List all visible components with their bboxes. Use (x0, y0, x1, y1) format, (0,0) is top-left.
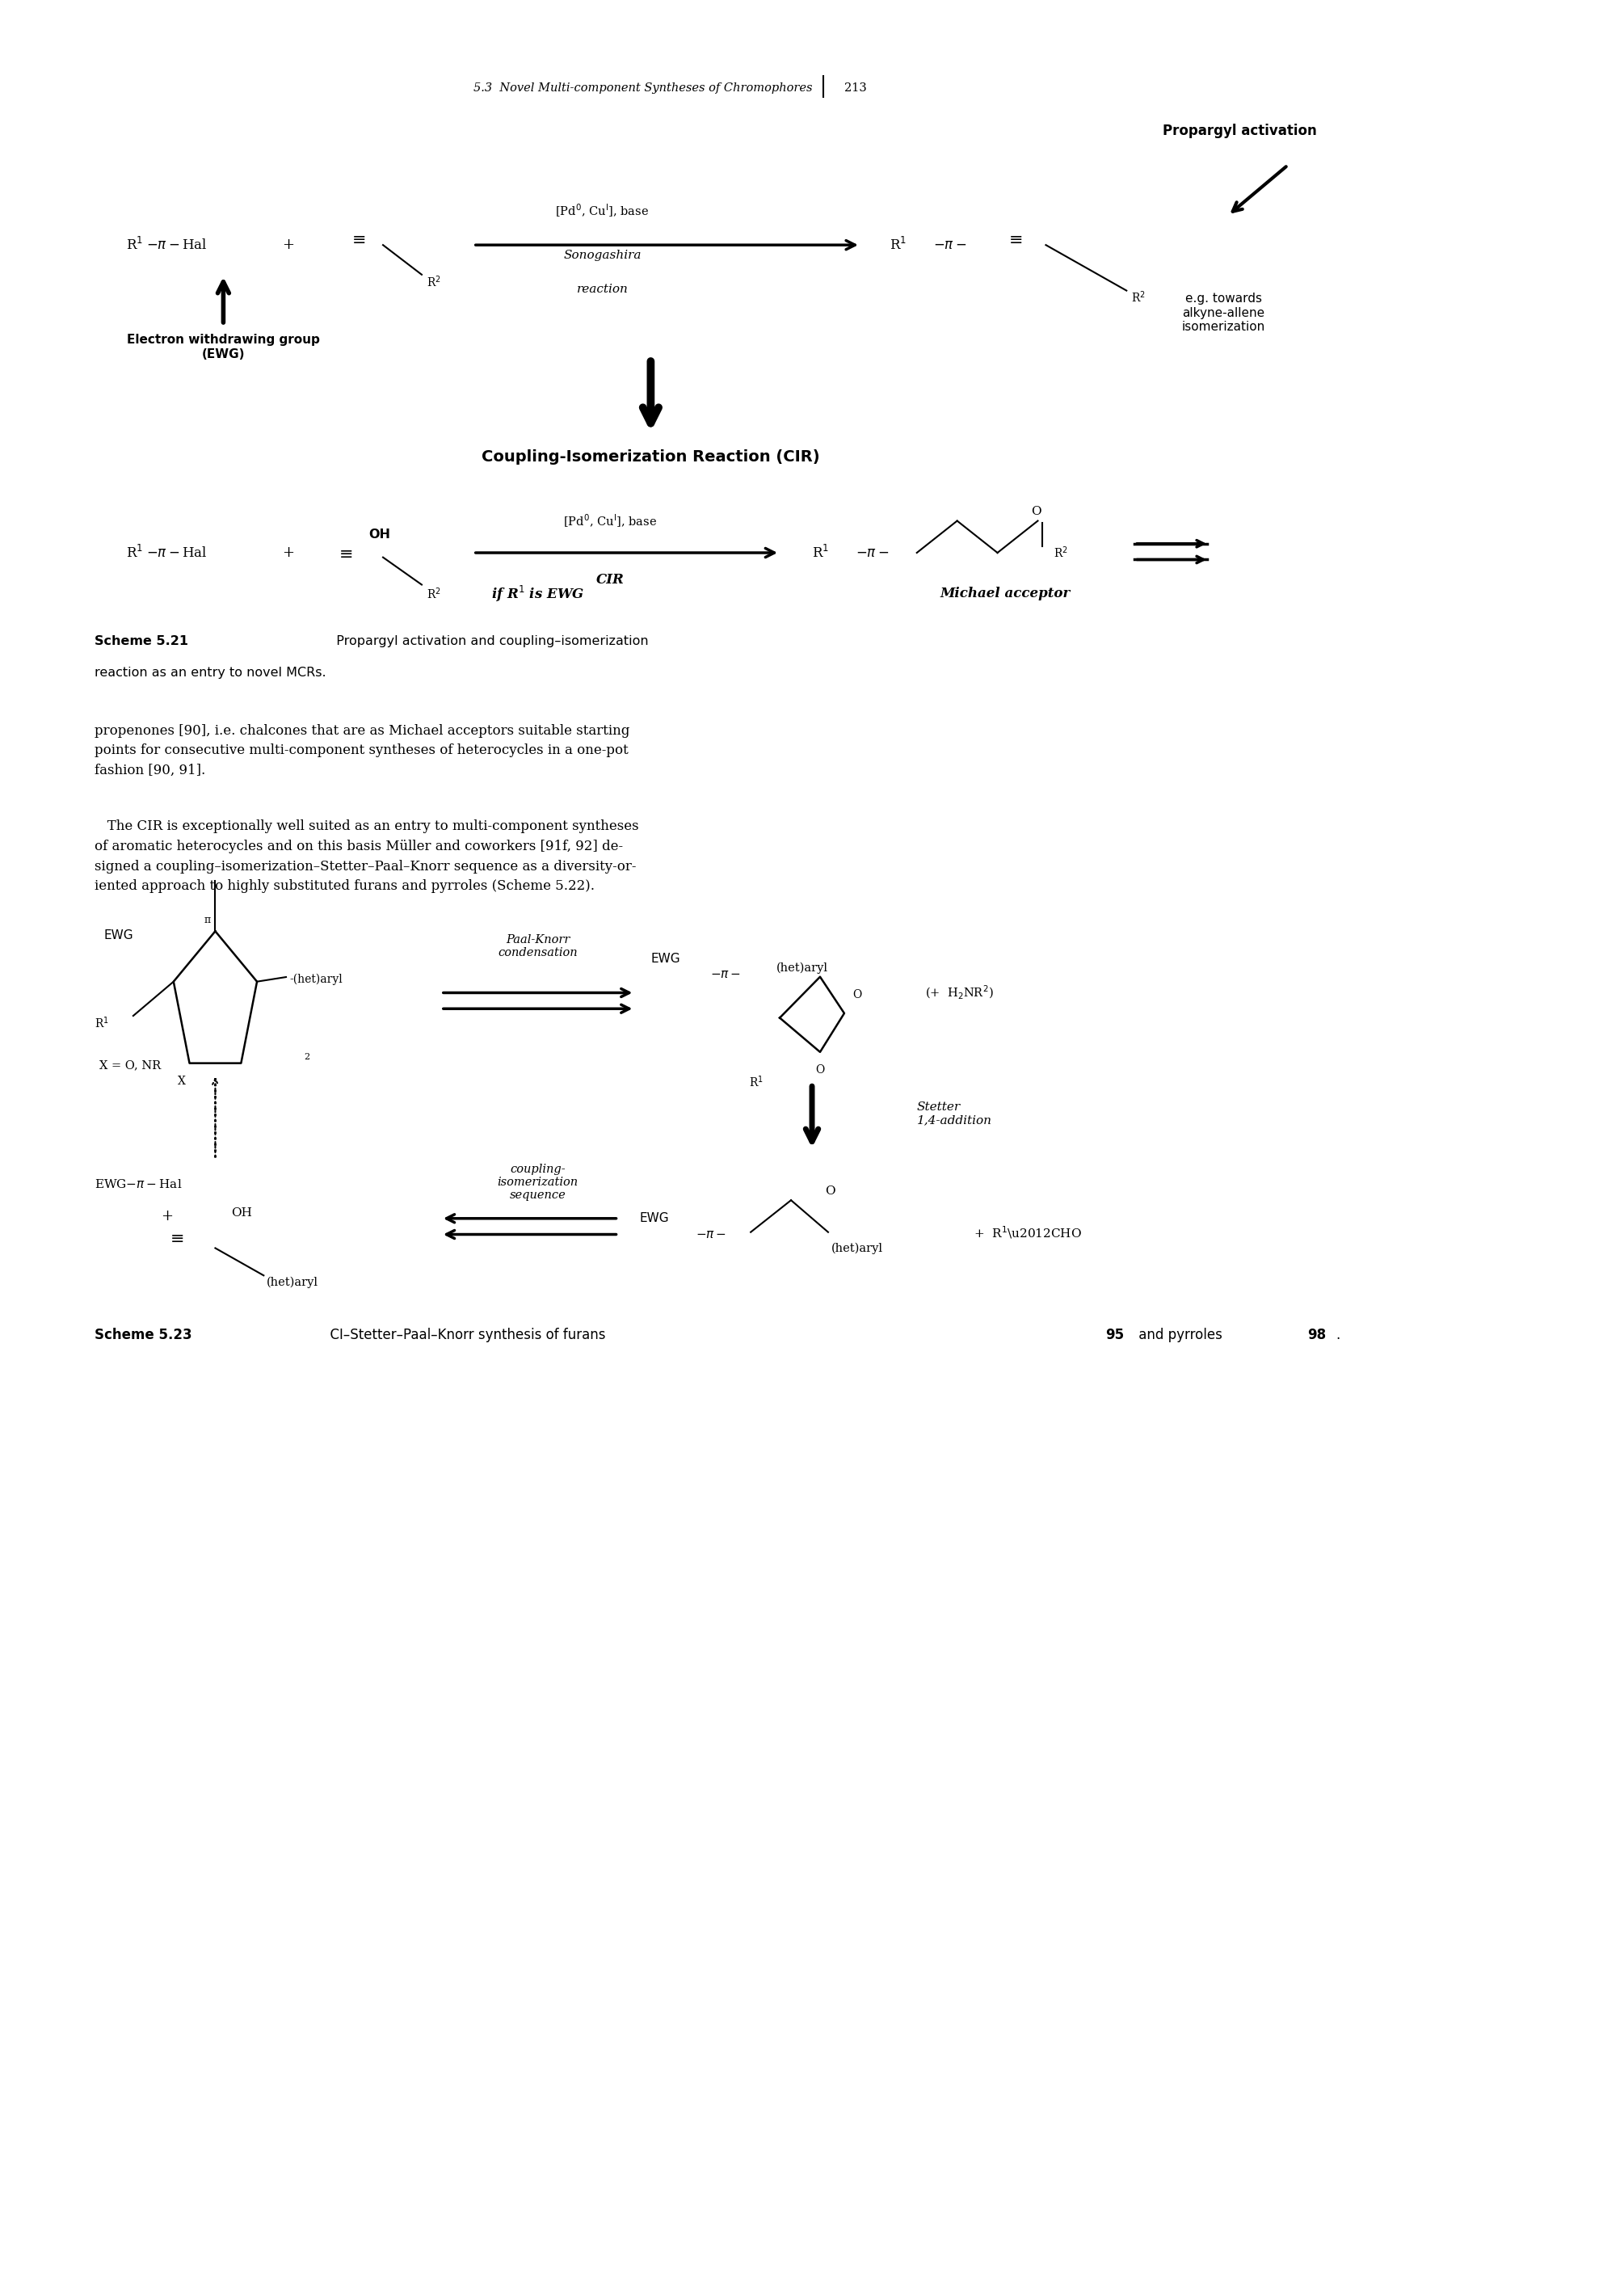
Text: Michael acceptor: Michael acceptor (940, 586, 1070, 600)
Text: CI–Stetter–Paal–Knorr synthesis of furans: CI–Stetter–Paal–Knorr synthesis of furan… (322, 1329, 611, 1343)
Text: 5.3  Novel Multi-component Syntheses of Chromophores: 5.3 Novel Multi-component Syntheses of C… (473, 82, 812, 94)
Text: R$^2$: R$^2$ (1132, 291, 1145, 305)
Text: R$^1$: R$^1$ (890, 236, 906, 252)
Text: EWG: EWG (651, 953, 680, 965)
Text: [Pd$^0$, Cu$^{\rm I}$], base: [Pd$^0$, Cu$^{\rm I}$], base (564, 513, 658, 529)
Text: reaction: reaction (577, 284, 628, 296)
Text: coupling-
isomerization
sequence: coupling- isomerization sequence (497, 1164, 578, 1200)
Text: EWG: EWG (104, 930, 133, 942)
Text: R$^2$: R$^2$ (427, 275, 442, 289)
Text: R$^1$: R$^1$ (94, 1015, 109, 1031)
Text: Propargyl activation and coupling–isomerization: Propargyl activation and coupling–isomer… (328, 635, 648, 646)
Text: e.g. towards
alkyne-allene
isomerization: e.g. towards alkyne-allene isomerization (1182, 293, 1265, 332)
Text: 95: 95 (1106, 1329, 1124, 1343)
Text: O: O (853, 990, 861, 1001)
Text: $-\pi-$: $-\pi-$ (695, 1228, 726, 1239)
Text: (het)aryl: (het)aryl (776, 962, 828, 974)
Text: (+  H$_2$NR$^2$): (+ H$_2$NR$^2$) (926, 985, 994, 1001)
Text: EWG: EWG (640, 1212, 669, 1223)
Text: O: O (1031, 506, 1041, 518)
Text: R$^1$: R$^1$ (749, 1074, 763, 1088)
Text: ≡: ≡ (339, 548, 354, 564)
Text: CIR: CIR (596, 573, 625, 586)
Text: (het)aryl: (het)aryl (831, 1242, 883, 1253)
Text: O: O (815, 1065, 825, 1077)
Text: ≡: ≡ (1009, 234, 1023, 247)
Text: The CIR is exceptionally well suited as an entry to multi-component syntheses
of: The CIR is exceptionally well suited as … (94, 820, 638, 893)
Text: $-\pi-$: $-\pi-$ (856, 545, 888, 559)
Text: Scheme 5.23: Scheme 5.23 (94, 1329, 192, 1343)
Text: π: π (205, 914, 211, 926)
Text: O: O (825, 1184, 835, 1196)
Text: ≡: ≡ (171, 1230, 184, 1246)
Text: $-\pi-$: $-\pi-$ (710, 969, 741, 981)
Text: Electron withdrawing group
(EWG): Electron withdrawing group (EWG) (127, 334, 320, 360)
Text: +: + (283, 238, 294, 252)
Text: EWG$-\pi-$Hal: EWG$-\pi-$Hal (94, 1178, 182, 1191)
Text: -(het)aryl: -(het)aryl (289, 974, 343, 985)
Text: +: + (161, 1210, 172, 1223)
Text: R$^1$: R$^1$ (125, 236, 143, 252)
Text: X: X (177, 1077, 185, 1086)
Text: R$^2$: R$^2$ (1054, 545, 1069, 561)
Text: Paal-Knorr
condensation: Paal-Knorr condensation (499, 935, 578, 958)
Text: R$^1$: R$^1$ (812, 545, 828, 561)
Text: $-\pi-$: $-\pi-$ (932, 238, 966, 252)
Text: and pyrroles: and pyrroles (1135, 1329, 1226, 1343)
Text: Scheme 5.21: Scheme 5.21 (94, 635, 188, 646)
Text: 98: 98 (1307, 1329, 1325, 1343)
Text: OH: OH (369, 529, 391, 541)
Text: 213: 213 (844, 82, 867, 94)
Text: +: + (283, 545, 294, 559)
Text: [Pd$^0$, Cu$^{\rm I}$], base: [Pd$^0$, Cu$^{\rm I}$], base (555, 202, 650, 220)
Text: X = O, NR: X = O, NR (99, 1061, 161, 1072)
Text: if R$^1$ is EWG: if R$^1$ is EWG (492, 584, 585, 603)
Text: ≡: ≡ (352, 234, 367, 247)
Text: 2: 2 (304, 1054, 310, 1061)
Text: R$^2$: R$^2$ (427, 586, 442, 600)
Text: reaction as an entry to novel MCRs.: reaction as an entry to novel MCRs. (94, 667, 326, 678)
Text: Sonogashira: Sonogashira (564, 250, 641, 261)
Text: Coupling-Isomerization Reaction (CIR): Coupling-Isomerization Reaction (CIR) (482, 449, 820, 465)
Text: OH: OH (231, 1207, 252, 1219)
Text: (het)aryl: (het)aryl (266, 1276, 318, 1288)
Text: .: . (1337, 1329, 1340, 1343)
Text: $-\pi-$Hal: $-\pi-$Hal (146, 545, 206, 559)
Text: Propargyl activation: Propargyl activation (1163, 124, 1317, 137)
Text: R$^1$: R$^1$ (125, 545, 143, 561)
Text: $-\pi-$Hal: $-\pi-$Hal (146, 238, 206, 252)
Text: Stetter
1,4-addition: Stetter 1,4-addition (918, 1102, 992, 1125)
Text: +  R$^1$\u2012CHO: + R$^1$\u2012CHO (973, 1223, 1082, 1239)
Text: propenones [90], i.e. chalcones that are as Michael acceptors suitable starting
: propenones [90], i.e. chalcones that are… (94, 724, 630, 777)
